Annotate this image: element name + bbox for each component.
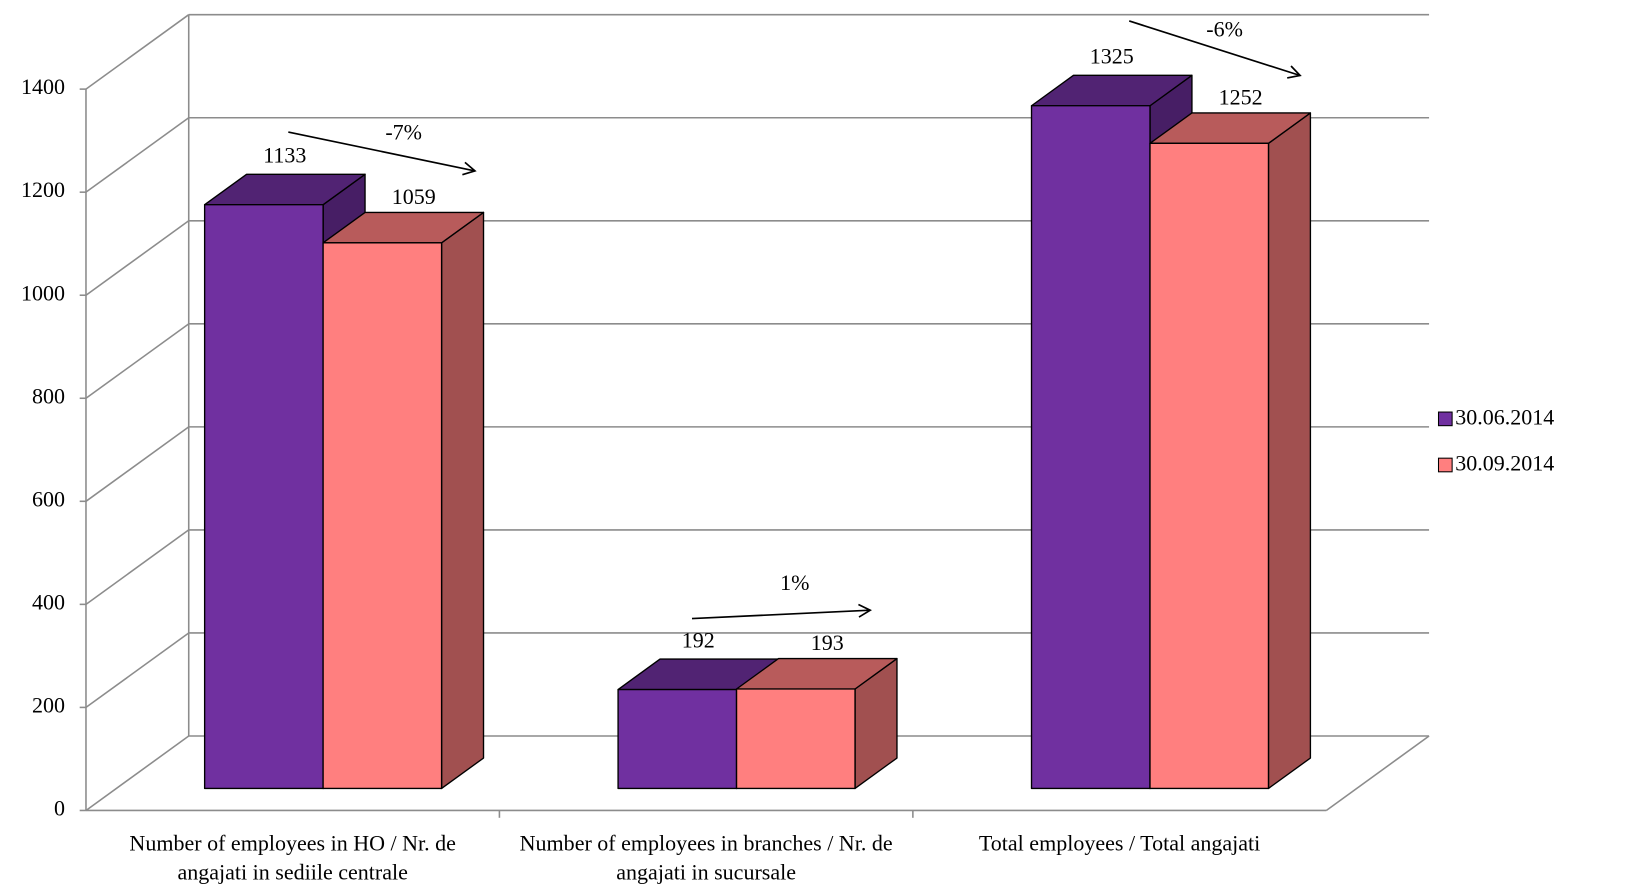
legend-swatch	[1437, 457, 1453, 473]
value-label: 1252	[1219, 84, 1263, 109]
bar	[617, 688, 738, 790]
grid-line	[85, 14, 190, 90]
x-tick-label-box: Number of employees in HO / Nr. de angaj…	[129, 830, 456, 885]
value-label: 193	[811, 630, 844, 655]
bar	[735, 688, 856, 790]
value-label: 1133	[263, 143, 306, 168]
grid-line	[85, 529, 190, 606]
legend-label: 30.09.2014	[1455, 451, 1554, 476]
y-tick-label: 600	[32, 486, 65, 511]
bar-side	[1267, 112, 1312, 790]
value-label: 192	[682, 627, 715, 652]
legend-swatch	[1437, 411, 1453, 427]
grid-line	[85, 117, 190, 193]
bar	[1149, 142, 1270, 790]
x-tick-label: Number of employees in branches / Nr. de…	[519, 830, 893, 885]
x-tick-label-box: Total employees / Total angajati	[978, 830, 1261, 856]
grid-line	[85, 632, 190, 709]
annotation: -7%	[385, 119, 422, 144]
y-tick-label: 1200	[21, 177, 65, 202]
value-label: 1325	[1090, 44, 1134, 69]
trend-arrow	[691, 603, 872, 620]
x-tick-label: Total employees / Total angajati	[978, 830, 1261, 856]
x-tick-label: Number of employees in HO / Nr. de angaj…	[129, 830, 456, 885]
x-tick-label-box: Number of employees in branches / Nr. de…	[519, 830, 893, 885]
grid-line	[85, 323, 190, 399]
y-tick-label: 0	[54, 796, 65, 821]
grid-line	[85, 426, 190, 502]
value-label: 1059	[392, 184, 436, 209]
y-tick-label: 800	[32, 383, 65, 408]
bar	[203, 203, 324, 790]
y-tick-label: 1000	[21, 280, 65, 305]
bar-side	[440, 211, 485, 790]
trend-arrow	[288, 131, 477, 176]
axis-line	[1325, 735, 1430, 812]
grid-line	[85, 220, 190, 296]
legend-label: 30.06.2014	[1455, 404, 1554, 429]
bar	[322, 242, 443, 790]
grid-line	[85, 735, 190, 812]
bar	[1030, 105, 1151, 790]
annotation: 1%	[780, 570, 809, 595]
trend-arrow	[1128, 20, 1302, 79]
annotation: -6%	[1206, 17, 1243, 42]
y-tick-label: 400	[32, 589, 65, 614]
y-tick-label: 200	[32, 692, 65, 717]
y-tick-label: 1400	[21, 74, 65, 99]
